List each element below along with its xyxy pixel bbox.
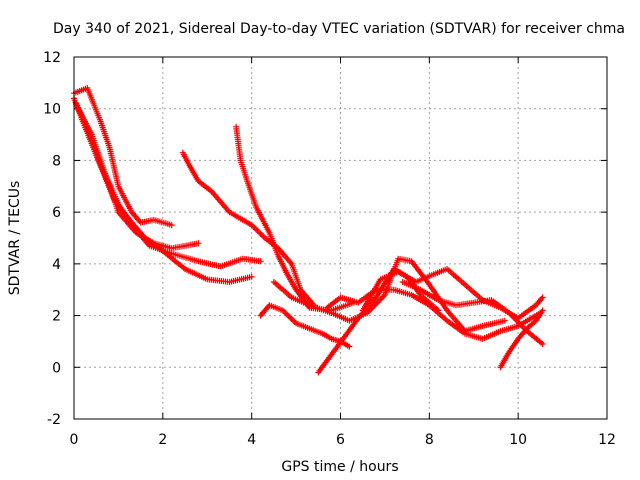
grid: [74, 57, 607, 419]
axis-ticks: 0 2 4 6 8 10 12 -2 0 2 4 6 8 10 12: [43, 50, 616, 448]
x-tick-label: 10: [509, 432, 527, 448]
x-tick-label: 2: [158, 432, 167, 448]
y-tick-label: 6: [52, 205, 61, 221]
series-marker-path: [497, 307, 546, 371]
x-tick-label: 12: [598, 432, 616, 448]
series-track-1: [71, 85, 175, 229]
series-track-5: [179, 149, 317, 309]
series-marker-path: [179, 149, 317, 309]
series-track-9: [270, 255, 508, 335]
series-marker-path: [71, 85, 175, 229]
x-axis-label: GPS time / hours: [281, 459, 398, 475]
y-tick-label: 8: [52, 153, 61, 169]
series-marker-path: [270, 255, 508, 335]
y-tick-label: -2: [47, 412, 61, 428]
y-axis-label: SDTVAR / TECUs: [7, 181, 23, 296]
series-marker-path: [399, 279, 546, 347]
y-tick-label: 10: [43, 102, 61, 118]
y-tick-label: 0: [52, 360, 61, 376]
x-tick-label: 8: [425, 432, 434, 448]
plot-frame: [73, 56, 608, 420]
x-tick-label: 6: [336, 432, 345, 448]
y-tick-label: 4: [52, 257, 61, 273]
y-tick-label: 12: [43, 50, 61, 66]
y-tick-label: 2: [52, 309, 61, 325]
series-track-13: [497, 307, 546, 371]
chart-title: Day 340 of 2021, Sidereal Day-to-day VTE…: [53, 21, 625, 37]
data-series: [71, 85, 546, 376]
x-tick-label: 4: [247, 432, 256, 448]
series-track-4: [75, 105, 264, 270]
x-tick-label: 0: [70, 432, 79, 448]
series-track-12: [399, 279, 546, 347]
series-marker-path: [75, 105, 264, 270]
